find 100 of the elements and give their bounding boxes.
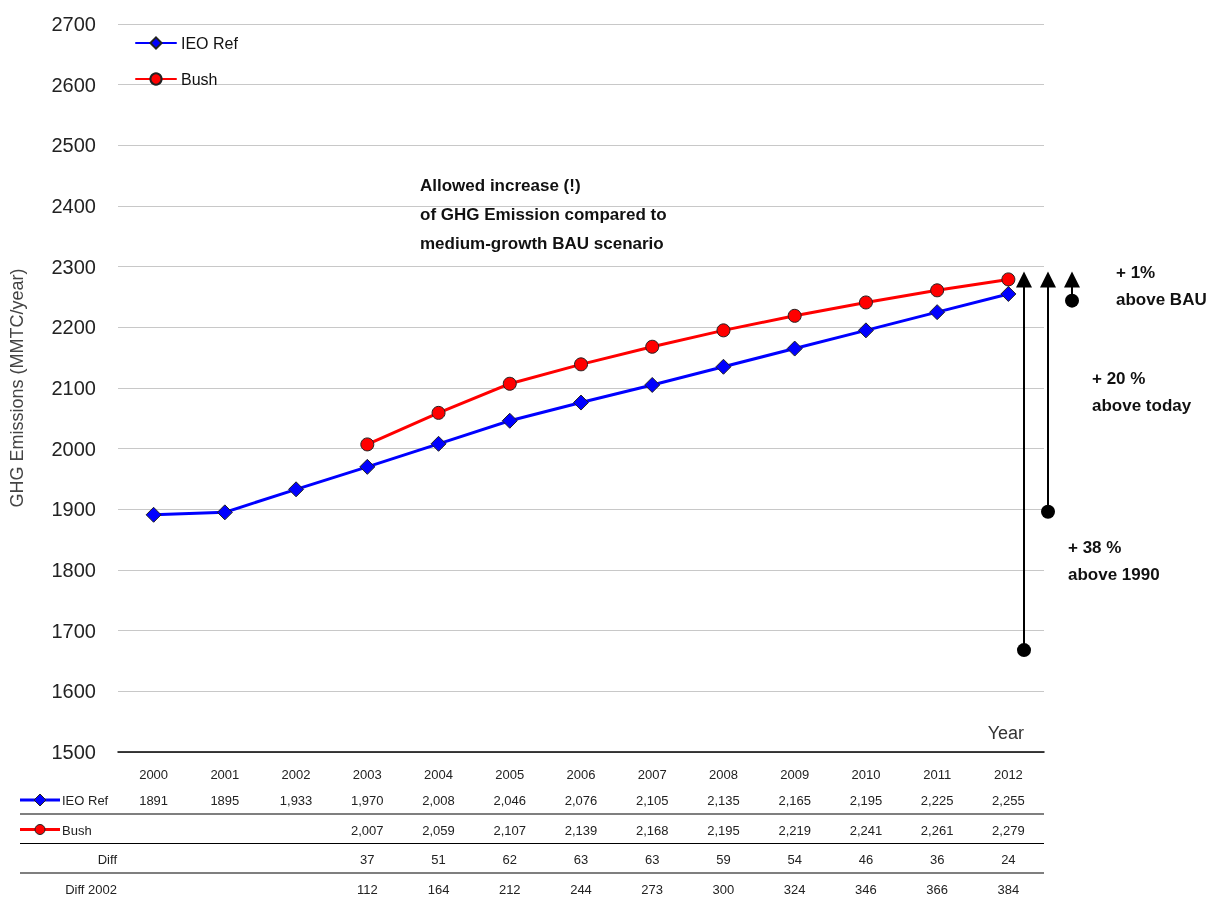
data-label: 1891 (139, 792, 169, 808)
point (360, 437, 375, 452)
y-tick-label: 1800 (51, 559, 96, 581)
point (288, 481, 305, 498)
point (787, 308, 802, 323)
point (573, 394, 589, 411)
y-tick-label: 2700 (51, 13, 96, 35)
annotation: Allowed increase (!) of GHG Emission compared to medium-growth BAU scenario (420, 175, 667, 255)
data-label: 2,107 (493, 822, 527, 837)
point (645, 339, 660, 354)
point (574, 357, 588, 372)
text: + 38 % above 1990 (1068, 536, 1160, 586)
text: 300 (712, 881, 735, 896)
x-tick-label: 2002 (281, 767, 311, 782)
y-tick-label: 2500 (51, 134, 96, 157)
point (216, 504, 233, 521)
text: 51 (431, 851, 446, 867)
data-label: 2,255 (992, 792, 1025, 808)
point (930, 283, 945, 298)
x-tick-label: 2008 (709, 767, 738, 782)
text: 37 (360, 851, 375, 867)
x-tick-label: 2007 (637, 767, 667, 782)
y-tick-label: 1600 (51, 680, 96, 703)
text: 112 (356, 881, 378, 896)
y-tick-label: 2200 (51, 316, 96, 339)
text: 164 (427, 881, 450, 896)
text: 46 (858, 851, 874, 867)
text: 24 (1001, 851, 1016, 867)
data-label: 2,007 (351, 822, 384, 837)
y-tick-label: 2600 (51, 73, 96, 96)
text: 62 (502, 851, 517, 867)
x-tick-label: 2006 (566, 767, 596, 782)
text: Diff 2002 (65, 881, 117, 896)
x-tick-label: 2012 (993, 767, 1023, 782)
point (716, 323, 731, 338)
x-tick-label: 2009 (780, 767, 810, 782)
text: 63 (573, 851, 589, 867)
point (1001, 272, 1016, 287)
y-axis-title: GHG Emissions (MMTC/year) (7, 268, 27, 508)
data-label: 2,279 (992, 822, 1025, 837)
x-axis-title: Year (987, 723, 1024, 743)
data-label: 2,195 (849, 792, 883, 808)
text: Bush (62, 822, 92, 837)
x-tick-label: 2005 (495, 767, 525, 782)
x-tick-label: 2011 (923, 767, 952, 782)
point (1000, 285, 1017, 302)
text: 54 (787, 851, 802, 867)
y-tick-label: 1900 (51, 498, 96, 521)
data-label: 2,219 (778, 822, 811, 837)
data-label: 2,008 (422, 792, 455, 808)
text: IEO Ref (62, 792, 109, 808)
legend-label: Bush (181, 70, 218, 88)
y-tick-label: 2400 (51, 195, 96, 217)
data-label: 2,076 (564, 792, 598, 808)
data-label: 1,970 (351, 792, 384, 808)
point (145, 506, 162, 523)
point (786, 340, 803, 357)
y-tick-label: 1700 (51, 619, 96, 642)
data-label: 2,261 (920, 822, 954, 837)
text: 244 (570, 881, 592, 896)
point (359, 458, 376, 475)
y-tick-label: 2100 (51, 377, 96, 399)
y-tick-label: 1500 (51, 741, 96, 763)
y-tick-label: 2000 (51, 437, 96, 460)
x-tick-label: 2001 (210, 767, 240, 782)
text: Diff (97, 851, 117, 867)
data-label: 2,168 (635, 822, 669, 837)
point (644, 376, 661, 393)
x-tick-label: 2010 (851, 767, 881, 782)
point (501, 412, 518, 429)
data-label: 2,195 (707, 822, 740, 837)
text: 63 (644, 851, 660, 867)
y-tick-label: 2300 (51, 255, 96, 278)
point (857, 322, 874, 339)
text: 59 (716, 851, 731, 867)
data-label: 1,933 (279, 792, 313, 808)
x-tick-label: 2000 (139, 767, 169, 782)
point (715, 358, 732, 375)
data-label: 2,225 (920, 792, 954, 808)
text: 366 (926, 881, 948, 896)
text: 212 (498, 881, 521, 896)
text: 324 (783, 881, 806, 896)
text: 36 (929, 851, 945, 867)
text: + 20 % above today (1092, 367, 1192, 417)
x-tick-label: 2004 (424, 767, 453, 782)
data-label: 2,165 (778, 792, 811, 808)
text: 273 (641, 881, 664, 896)
data-label: 2,105 (635, 792, 669, 808)
data-label: 2,135 (707, 792, 740, 808)
point (430, 435, 447, 452)
data-label: 2,241 (849, 822, 883, 837)
text: + 1% above BAU (1116, 261, 1207, 311)
x-tick-label: 2003 (352, 767, 382, 782)
text: 346 (855, 881, 877, 896)
point (502, 376, 517, 391)
data-label: 2,059 (422, 822, 455, 837)
data-label: 2,139 (564, 822, 598, 837)
data-label: 1895 (210, 792, 240, 808)
point (858, 295, 873, 310)
point (929, 304, 946, 321)
